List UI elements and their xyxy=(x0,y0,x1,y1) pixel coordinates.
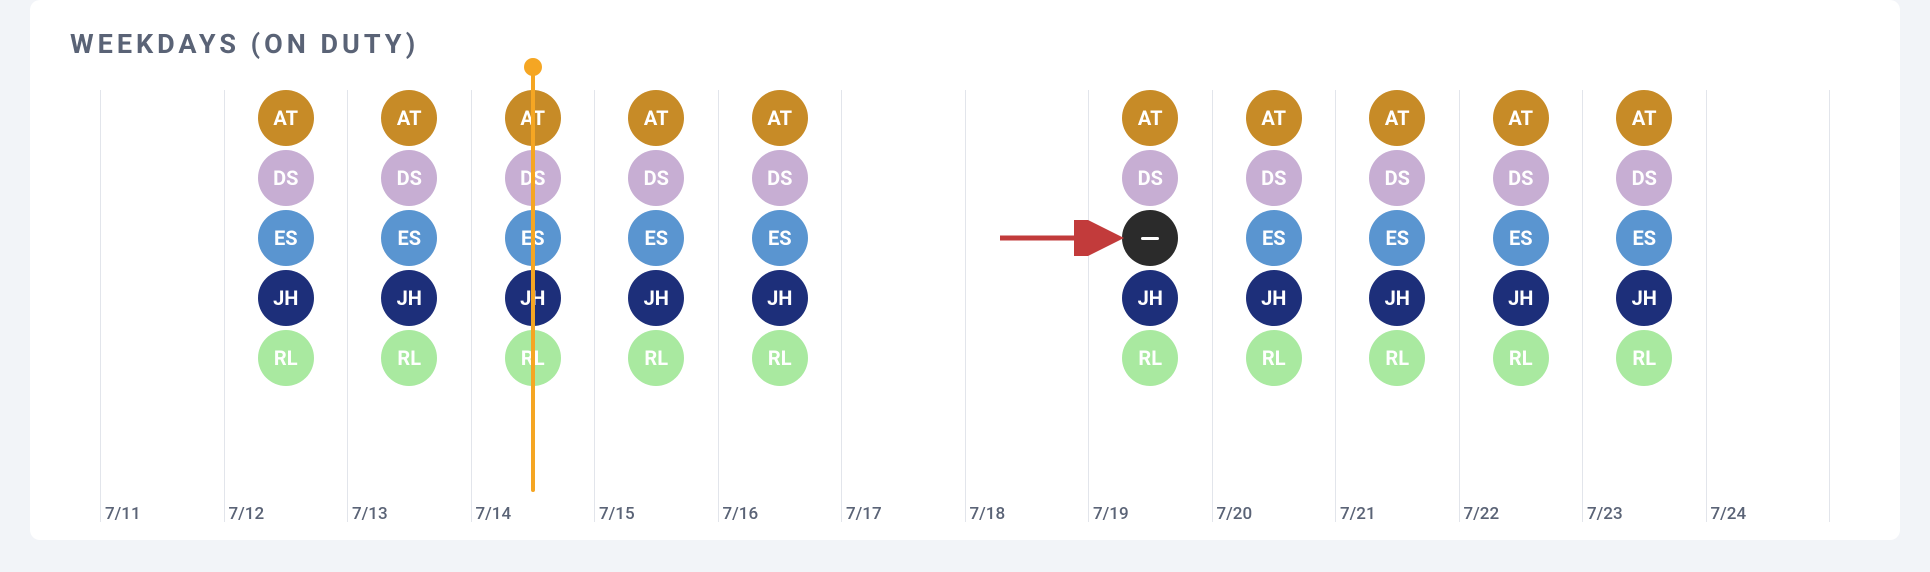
assignee-chip[interactable]: AT xyxy=(1246,90,1302,146)
day-label: 7/24 xyxy=(1711,504,1747,524)
assignee-stack: ATDSESJHRL xyxy=(1336,90,1459,386)
day-column: 7/16 ATDSESJHRL xyxy=(718,90,842,522)
assignee-stack: ATDS JHRL xyxy=(1089,90,1212,386)
day-label: 7/20 xyxy=(1217,504,1253,524)
day-column: 7/20 ATDSESJHRL xyxy=(1212,90,1336,522)
assignee-chip[interactable]: AT xyxy=(752,90,808,146)
assignee-stack: ATDSESJHRL xyxy=(719,90,842,386)
assignee-chip[interactable]: DS xyxy=(1246,150,1302,206)
day-column: 7/12 ATDSESJHRL xyxy=(224,90,348,522)
day-label: 7/22 xyxy=(1464,504,1500,524)
section-title: WEEKDAYS (ON DUTY) xyxy=(70,28,419,60)
day-column: 7/15 ATDSESJHRL xyxy=(594,90,718,522)
day-label: 7/16 xyxy=(723,504,759,524)
assignee-chip[interactable]: DS xyxy=(1369,150,1425,206)
day-label: 7/17 xyxy=(846,504,882,524)
assignee-chip[interactable]: ES xyxy=(1246,210,1302,266)
assignee-stack: ATDSESJHRL xyxy=(1583,90,1706,386)
day-column: 7/23 ATDSESJHRL xyxy=(1582,90,1706,522)
day-column: 7/24 xyxy=(1706,90,1831,522)
assignee-chip[interactable]: AT xyxy=(1369,90,1425,146)
assignee-chip[interactable]: JH xyxy=(1246,270,1302,326)
assignee-stack: ATDSESJHRL xyxy=(348,90,471,386)
assignee-stack: ATDSESJHRL xyxy=(472,90,595,386)
assignee-chip[interactable]: ES xyxy=(1493,210,1549,266)
assignee-chip[interactable]: DS xyxy=(258,150,314,206)
assignee-chip[interactable]: JH xyxy=(1493,270,1549,326)
assignee-stack: ATDSESJHRL xyxy=(225,90,348,386)
day-label: 7/23 xyxy=(1587,504,1623,524)
schedule-card: WEEKDAYS (ON DUTY) 7/117/12ATDSESJHRL7/1… xyxy=(30,0,1900,540)
day-column: 7/11 xyxy=(100,90,224,522)
assignee-chip[interactable]: ES xyxy=(1616,210,1672,266)
assignee-chip[interactable]: RL xyxy=(628,330,684,386)
assignee-chip[interactable]: AT xyxy=(258,90,314,146)
day-label: 7/19 xyxy=(1093,504,1129,524)
day-label: 7/18 xyxy=(970,504,1006,524)
day-label: 7/21 xyxy=(1340,504,1376,524)
assignee-chip[interactable]: JH xyxy=(505,270,561,326)
assignee-chip[interactable]: AT xyxy=(628,90,684,146)
assignee-chip[interactable]: RL xyxy=(1122,330,1178,386)
assignee-chip[interactable]: AT xyxy=(1122,90,1178,146)
day-column: 7/22 ATDSESJHRL xyxy=(1459,90,1583,522)
assignee-chip[interactable]: JH xyxy=(1122,270,1178,326)
day-column: 7/13 ATDSESJHRL xyxy=(347,90,471,522)
assignee-chip[interactable]: JH xyxy=(1369,270,1425,326)
day-label: 7/11 xyxy=(105,504,141,524)
schedule-grid: 7/117/12ATDSESJHRL7/13ATDSESJHRL7/14ATDS… xyxy=(100,90,1830,522)
assignee-chip[interactable]: DS xyxy=(381,150,437,206)
assignee-chip[interactable]: RL xyxy=(1616,330,1672,386)
assignee-stack: ATDSESJHRL xyxy=(595,90,718,386)
day-label: 7/15 xyxy=(599,504,635,524)
day-column: 7/18 xyxy=(965,90,1089,522)
assignee-chip[interactable]: JH xyxy=(752,270,808,326)
day-column: 7/17 xyxy=(841,90,965,522)
assignee-chip[interactable]: RL xyxy=(1369,330,1425,386)
assignee-chip[interactable]: DS xyxy=(1493,150,1549,206)
day-column: 7/14 ATDSESJHRL xyxy=(471,90,595,522)
assignee-chip[interactable]: DS xyxy=(1616,150,1672,206)
day-label: 7/14 xyxy=(476,504,512,524)
assignee-chip[interactable]: DS xyxy=(628,150,684,206)
assignee-stack: ATDSESJHRL xyxy=(1460,90,1583,386)
day-column: 7/19 ATDS JHRL xyxy=(1088,90,1212,522)
assignee-chip[interactable]: DS xyxy=(752,150,808,206)
assignee-chip[interactable]: ES xyxy=(628,210,684,266)
assignee-chip[interactable]: AT xyxy=(381,90,437,146)
page: WEEKDAYS (ON DUTY) 7/117/12ATDSESJHRL7/1… xyxy=(0,0,1930,572)
assignee-stack: ATDSESJHRL xyxy=(1213,90,1336,386)
assignee-chip[interactable]: ES xyxy=(1369,210,1425,266)
assignee-chip[interactable]: ES xyxy=(752,210,808,266)
assignee-chip[interactable]: DS xyxy=(505,150,561,206)
assignee-chip[interactable]: JH xyxy=(628,270,684,326)
assignee-chip[interactable]: RL xyxy=(752,330,808,386)
day-label: 7/12 xyxy=(229,504,265,524)
assignee-chip[interactable]: ES xyxy=(505,210,561,266)
assignee-chip[interactable]: RL xyxy=(505,330,561,386)
day-column: 7/21 ATDSESJHRL xyxy=(1335,90,1459,522)
assignee-chip[interactable]: AT xyxy=(1493,90,1549,146)
assignee-chip[interactable]: AT xyxy=(1616,90,1672,146)
assignee-chip[interactable]: ES xyxy=(258,210,314,266)
assignee-chip[interactable]: RL xyxy=(1493,330,1549,386)
assignee-chip[interactable]: RL xyxy=(1246,330,1302,386)
assignee-chip[interactable]: AT xyxy=(505,90,561,146)
assignee-chip[interactable]: JH xyxy=(1616,270,1672,326)
assignee-chip-blank[interactable] xyxy=(1122,210,1178,266)
assignee-chip[interactable]: RL xyxy=(258,330,314,386)
assignee-chip[interactable]: RL xyxy=(381,330,437,386)
assignee-chip[interactable]: DS xyxy=(1122,150,1178,206)
assignee-chip[interactable]: ES xyxy=(381,210,437,266)
assignee-chip[interactable]: JH xyxy=(258,270,314,326)
day-label: 7/13 xyxy=(352,504,388,524)
assignee-chip[interactable]: JH xyxy=(381,270,437,326)
